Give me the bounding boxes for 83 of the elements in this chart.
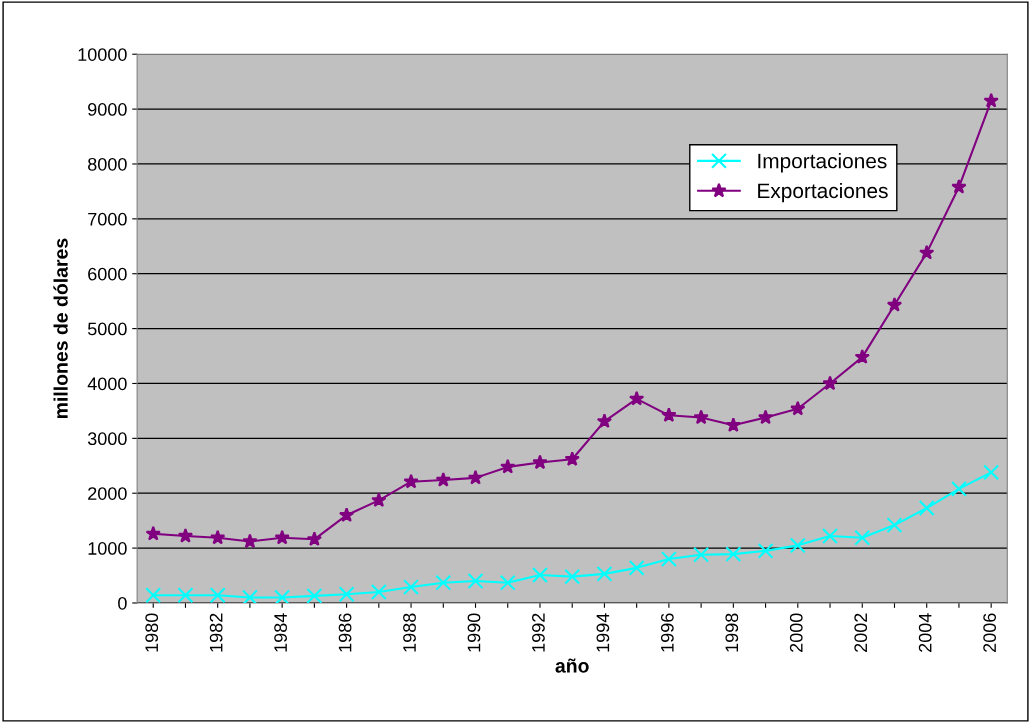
point [145,587,162,603]
point [467,469,484,485]
legend-label: Importaciones [758,153,887,173]
x-tick-label: 1992 [532,613,545,652]
x-tick-label: 1980 [145,613,159,652]
point [822,375,838,391]
point [983,92,999,108]
point [241,589,258,603]
point [596,565,613,582]
point [628,559,645,576]
point [210,529,226,545]
point [274,589,291,603]
point [660,551,677,568]
y-tick-label: 8000 [88,157,127,171]
point [435,574,452,591]
x-tick-label: 1998 [725,613,739,652]
y-tick-label: 3000 [87,432,127,446]
point [564,568,581,585]
point [757,409,774,425]
point [370,584,387,600]
point [725,546,742,563]
y-tick-label: 5000 [87,322,127,336]
point [950,480,967,497]
point [951,179,967,194]
x-tick-label: 1986 [338,613,352,652]
x-tick-label: 2000 [789,613,803,652]
point [757,542,774,559]
y-tick-label: 9000 [88,103,127,116]
x-tick-label: 1984 [274,613,287,652]
y-tick-label: 0 [118,596,127,610]
point [177,587,194,603]
point [177,528,194,543]
point [854,529,871,546]
x-tick-label: 2004 [918,613,932,652]
x-tick-label: 1982 [209,613,223,652]
point [403,473,419,489]
point [371,492,387,508]
point [499,574,516,591]
point [918,500,935,517]
point [467,573,484,590]
point [789,537,806,554]
point [854,349,870,364]
legend-label: Exportaciones [758,182,888,203]
x-tick-label: 1994 [596,613,610,652]
point [145,525,161,541]
point [209,587,226,603]
x-tick-label: 1990 [467,613,481,652]
y-axis-title: millones de dólares [53,238,68,419]
point [886,297,903,312]
point [822,528,839,545]
point [306,587,323,603]
point [886,517,903,534]
point [532,454,548,470]
x-tick-label: 2006 [983,613,997,652]
point [725,417,741,432]
point [693,546,710,563]
point [338,586,355,603]
y-tick-label: 1000 [88,542,127,555]
point [531,567,548,583]
y-tick-label: 6000 [88,267,127,281]
point [306,531,323,546]
point [661,407,677,422]
point [596,413,613,428]
point [790,400,806,416]
point [274,529,290,545]
point [629,390,645,406]
point [983,464,1000,481]
y-tick-label: 4000 [87,377,127,391]
point [338,507,355,522]
point [564,451,580,466]
point [242,533,258,549]
x-tick-label: 1988 [403,613,416,652]
y-tick-label: 10000 [78,48,127,61]
x-tick-label: 1996 [660,613,674,652]
x-tick-label: 2002 [854,613,868,652]
point [403,579,420,596]
point [435,472,451,487]
y-tick-label: 7000 [88,212,127,226]
y-tick-label: 2000 [88,487,127,500]
point [500,458,516,474]
point [693,409,709,425]
x-axis-title: año [555,658,589,673]
point [919,244,935,260]
